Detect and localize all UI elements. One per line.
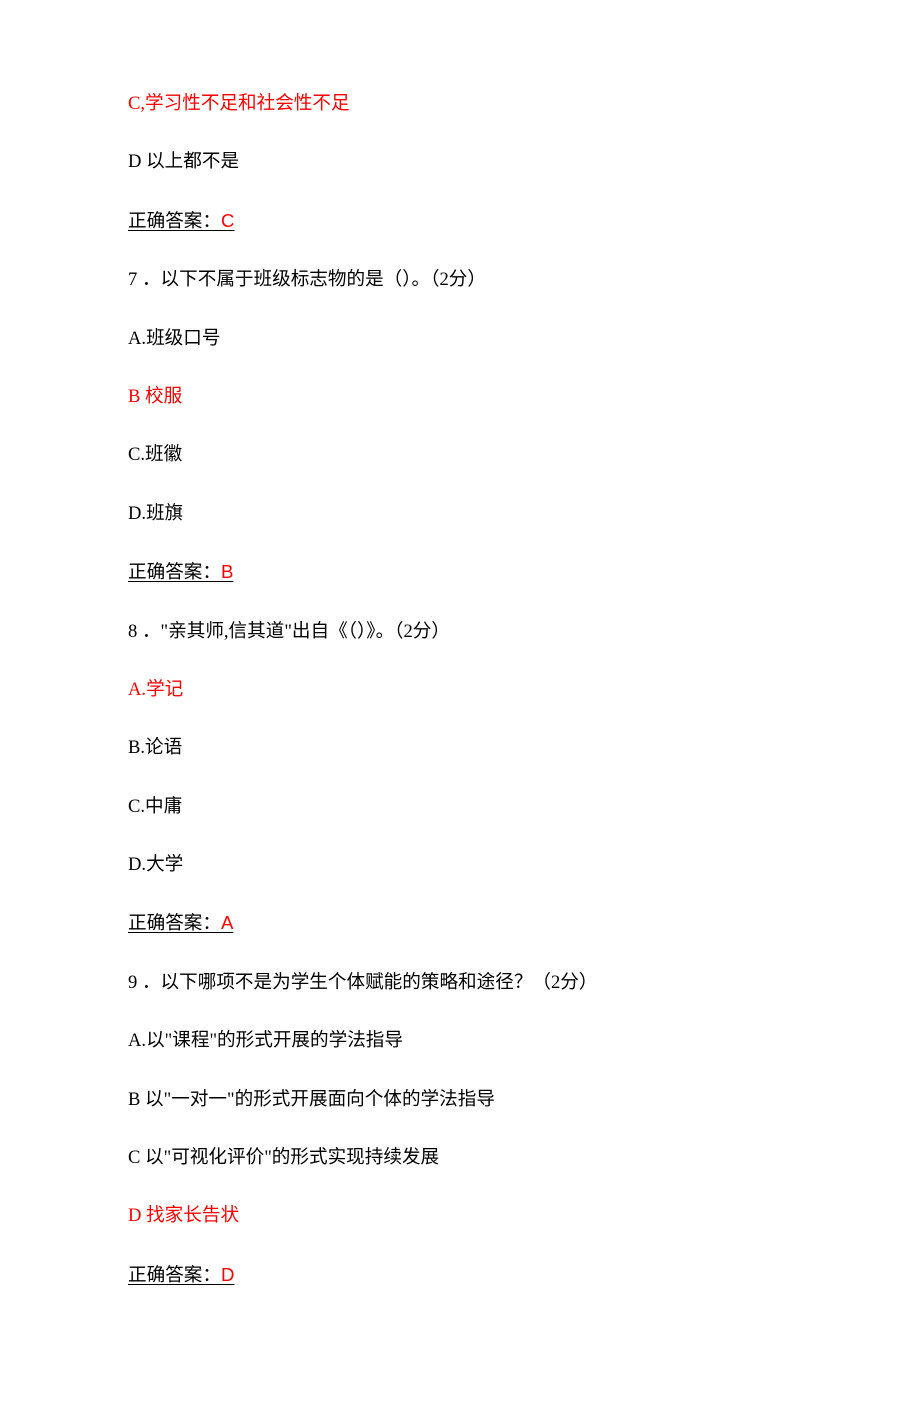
option-highlighted: A.学记 (128, 676, 792, 704)
option-highlighted: B 校服 (128, 383, 792, 411)
option-text: A.学记 (128, 679, 183, 700)
question: 9 ．以下哪项不是为学生个体赋能的策略和途径？（2分） (128, 969, 792, 997)
option: A.班级口号 (128, 325, 792, 353)
answer-letter: A (221, 912, 233, 933)
option: D 以上都不是 (128, 148, 792, 176)
option-text: A.以"课程"的形式开展的学法指导 (128, 1030, 403, 1051)
option-text: C.班徽 (128, 444, 182, 465)
option: A.以"课程"的形式开展的学法指导 (128, 1027, 792, 1055)
correct-answer: 正确答案：C (128, 207, 792, 236)
option: D.大学 (128, 851, 792, 879)
question-text: 9 ．以下哪项不是为学生个体赋能的策略和途径？（2分） (128, 972, 598, 993)
answer-underline: 正确答案：D (128, 1265, 234, 1286)
option-text: D 找家长告状 (128, 1205, 239, 1226)
option: D.班旗 (128, 500, 792, 528)
question: 7 ．以下不属于班级标志物的是（）。（2分） (128, 266, 792, 294)
answer-letter: C (221, 210, 234, 231)
option: B 以"一对一"的形式开展面向个体的学法指导 (128, 1086, 792, 1114)
question-text: 8 ．"亲其师,信其道"出自《（）》。（2分） (128, 621, 450, 642)
option-text: D 以上都不是 (128, 151, 239, 172)
answer-letter: D (221, 1264, 234, 1285)
option-text: D.大学 (128, 854, 183, 875)
option-text: A.班级口号 (128, 328, 220, 349)
option: C.班徽 (128, 441, 792, 469)
correct-answer: 正确答案：A (128, 909, 792, 938)
correct-answer: 正确答案：D (128, 1261, 792, 1290)
answer-label: 正确答案： (128, 562, 221, 583)
answer-label: 正确答案： (128, 1265, 221, 1286)
option-text: C,学习性不足和社会性不足 (128, 93, 350, 114)
option-highlighted: D 找家长告状 (128, 1202, 792, 1230)
option-text: C.中庸 (128, 796, 182, 817)
question: 8 ．"亲其师,信其道"出自《（）》。（2分） (128, 618, 792, 646)
option-highlighted: C,学习性不足和社会性不足 (128, 90, 792, 118)
option-text: C 以"可视化评价"的形式实现持续发展 (128, 1147, 439, 1168)
answer-underline: 正确答案：C (128, 211, 234, 232)
question-text: 7 ．以下不属于班级标志物的是（）。（2分） (128, 269, 486, 290)
answer-label: 正确答案： (128, 913, 221, 934)
option: B.论语 (128, 734, 792, 762)
option-text: B 以"一对一"的形式开展面向个体的学法指导 (128, 1089, 495, 1110)
option-text: B.论语 (128, 737, 182, 758)
option: C 以"可视化评价"的形式实现持续发展 (128, 1144, 792, 1172)
answer-label: 正确答案： (128, 211, 221, 232)
option-text: D.班旗 (128, 503, 183, 524)
answer-underline: 正确答案：A (128, 913, 233, 934)
answer-underline: 正确答案：B (128, 562, 233, 583)
option-text: B 校服 (128, 386, 182, 407)
correct-answer: 正确答案：B (128, 558, 792, 587)
option: C.中庸 (128, 793, 792, 821)
answer-letter: B (221, 561, 233, 582)
